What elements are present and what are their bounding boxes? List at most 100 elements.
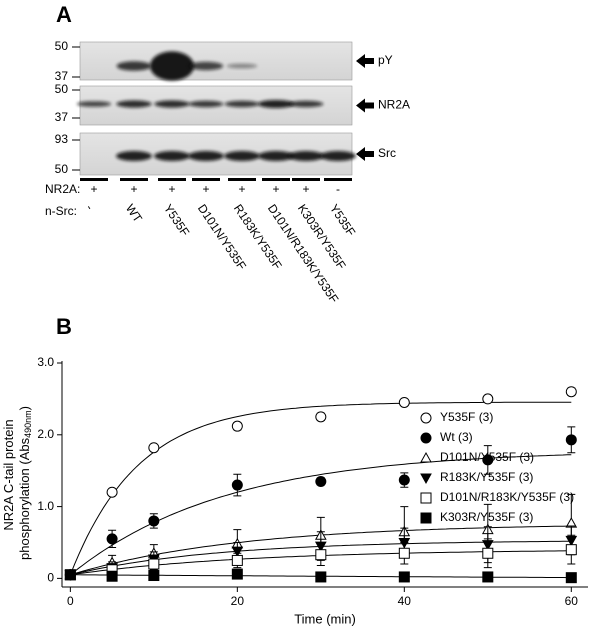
legend-marker [420, 432, 432, 444]
marker-label: 37 [55, 69, 69, 83]
point [148, 515, 160, 527]
band [150, 51, 194, 81]
lane-bar [158, 178, 186, 181]
point [315, 411, 327, 423]
x-tick-label: 60 [565, 594, 579, 608]
marker-label: 93 [55, 132, 69, 146]
blot-label: Src [378, 146, 396, 160]
point [565, 544, 577, 556]
blot-image [79, 41, 353, 81]
marker-label: 50 [55, 39, 69, 53]
panel-label: A [56, 2, 72, 27]
legend-label: D101N/R183K/Y535F (3) [440, 490, 574, 504]
band [224, 100, 260, 108]
point [106, 533, 118, 545]
legend-label: Y535F (3) [440, 410, 493, 424]
marker-label: 50 [55, 162, 69, 176]
band [288, 151, 324, 161]
point [148, 442, 160, 454]
row-cell: Y535F [327, 202, 358, 239]
lane-bar [262, 178, 290, 181]
band [116, 151, 152, 161]
band [188, 100, 224, 108]
y-tick-label: 1.0 [37, 499, 54, 513]
x-tick-label: 20 [231, 594, 245, 608]
band [116, 100, 152, 108]
blot-label: NR2A [378, 98, 410, 112]
y-tick-label: 2.0 [37, 427, 54, 441]
legend-marker [420, 451, 432, 463]
series: Wt (3) [64, 426, 577, 581]
row-cell: WT [123, 202, 145, 226]
series: K303R/Y535F (3) [64, 510, 577, 584]
x-tick-label: 0 [67, 594, 74, 608]
point [148, 558, 160, 570]
point [106, 570, 118, 582]
row-cell: - [336, 182, 340, 196]
band [258, 151, 294, 161]
x-axis-title: Time (min) [294, 611, 356, 626]
row-cell: + [130, 182, 137, 196]
legend-marker [420, 412, 432, 424]
band [226, 63, 258, 69]
row-cell: + [238, 182, 245, 196]
legend-label: K303R/Y535F (3) [440, 510, 533, 524]
band [258, 100, 294, 108]
point [565, 434, 577, 446]
point [482, 393, 494, 405]
point [398, 396, 410, 408]
point [398, 474, 410, 486]
y-axis-title-end: ) [17, 406, 32, 410]
point [565, 572, 577, 584]
row-label: n-Src: [45, 204, 77, 218]
blot-label: pY [378, 53, 393, 67]
lane-bar [120, 178, 148, 181]
row-label: NR2A: [45, 182, 80, 196]
row-cell: + [302, 182, 309, 196]
arrow [356, 54, 374, 68]
lane-bar [192, 178, 220, 181]
point [64, 569, 76, 581]
series: Y535F (3) [64, 386, 577, 581]
row-cell: Y535F [161, 202, 192, 239]
band [154, 100, 190, 108]
point [315, 571, 327, 583]
legend-label: D101N/Y535F (3) [440, 450, 534, 464]
y-axis-title: NR2A C-tail proteinphosphorylation (Abs4… [1, 406, 33, 560]
lane-bar [228, 178, 256, 181]
point [231, 479, 243, 491]
x-tick-label: 40 [398, 594, 412, 608]
point [231, 568, 243, 580]
point [565, 386, 577, 398]
y-axis-title-line: NR2A C-tail protein [1, 419, 16, 530]
point [482, 454, 494, 466]
row-cell: - [83, 202, 97, 213]
lane-bar [292, 178, 320, 181]
band [76, 101, 112, 107]
y-axis-title-sub: 490nm [23, 410, 33, 438]
marker-label: 37 [55, 110, 69, 124]
point [398, 547, 410, 559]
y-tick-label: 3.0 [37, 355, 54, 369]
panel-label: B [56, 314, 72, 339]
legend-label: Wt (3) [440, 430, 473, 444]
legend-marker [420, 492, 432, 504]
row-cell: + [168, 182, 175, 196]
point [231, 420, 243, 432]
point [148, 570, 160, 582]
arrow [356, 98, 374, 113]
band [320, 151, 356, 161]
legend-marker [420, 512, 432, 524]
point [315, 475, 327, 487]
point [106, 486, 118, 498]
chart-panel: 0 1.0 2.0 3.0 0 20 40 60 Time (min) NR2A C-tail p… [1, 355, 588, 626]
band [224, 151, 260, 161]
y-axis-title-line: phosphorylation (Abs [17, 437, 32, 560]
band [116, 61, 152, 71]
band [188, 61, 224, 71]
legend-marker [420, 473, 432, 485]
point [231, 554, 243, 566]
